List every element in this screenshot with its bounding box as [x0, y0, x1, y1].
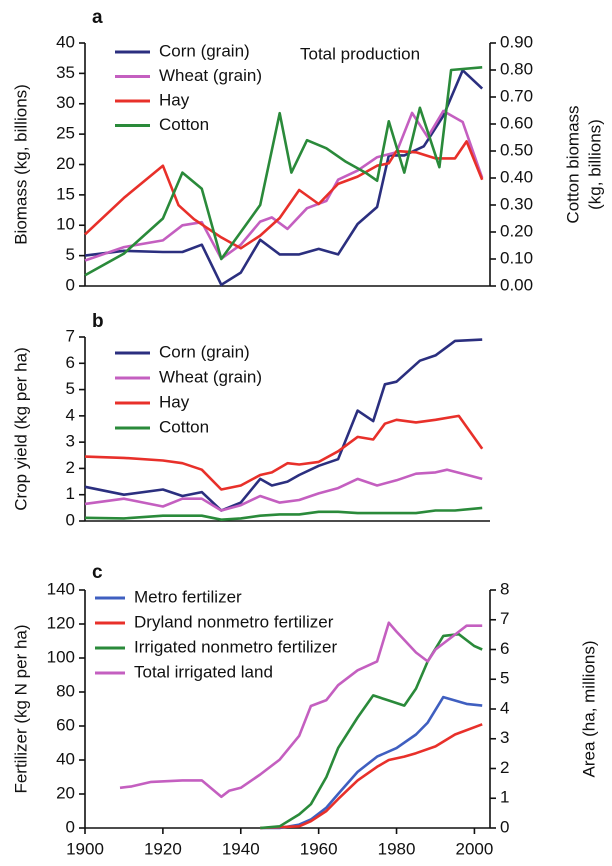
y-tick-label: 25 [56, 124, 75, 143]
panel-label: b [92, 311, 104, 332]
series-line [84, 414, 484, 491]
y2-tick-label: 0.20 [500, 221, 533, 240]
y-tick-label: 1 [66, 484, 75, 503]
y-tick-label: 35 [56, 63, 75, 82]
y-axis-label: Fertilizer (kg N per ha) [11, 624, 30, 793]
y2-tick-label: 0.90 [500, 32, 533, 51]
legend-label: Hay [159, 90, 190, 109]
y-tick-label: 3 [66, 432, 75, 451]
series-line [84, 338, 483, 512]
legend-label: Metro fertilizer [134, 587, 242, 606]
y2-tick-label: 0.50 [500, 140, 533, 159]
y2-tick-label: 0.60 [500, 113, 533, 132]
series-line [260, 632, 483, 830]
x-tick-label: 1900 [66, 839, 104, 858]
y-tick-label: 0 [66, 817, 75, 836]
series-line [84, 109, 484, 262]
y-axis-label: Crop yield (kg per ha) [11, 347, 30, 510]
series-line [84, 66, 483, 277]
y2-tick-label: 6 [500, 639, 509, 658]
y2-tick-label: 0 [500, 817, 509, 836]
y-tick-label: 0 [66, 510, 75, 529]
legend-label: Wheat (grain) [159, 66, 262, 85]
y-tick-label: 2 [66, 458, 75, 477]
y-tick-label: 140 [47, 579, 75, 598]
x-tick-label: 2000 [456, 839, 494, 858]
y2-axis-label: Area (ha, millions) [579, 641, 598, 778]
y2-tick-label: 7 [500, 609, 509, 628]
series-line [84, 506, 483, 521]
series-line [84, 140, 484, 250]
y-axis-label: Biomass (kg, billions) [11, 84, 30, 245]
y-tick-label: 0 [66, 275, 75, 294]
y-tick-label: 15 [56, 184, 75, 203]
legend-label: Total irrigated land [134, 662, 273, 681]
y-tick-label: 4 [66, 405, 75, 424]
y-tick-label: 40 [56, 749, 75, 768]
y2-tick-label: 8 [500, 579, 509, 598]
legend-label: Corn (grain) [159, 41, 250, 60]
series-line [84, 69, 484, 287]
y-tick-label: 60 [56, 715, 75, 734]
legend-label: Wheat (grain) [159, 367, 262, 386]
y2-tick-label: 5 [500, 669, 509, 688]
panel-label: a [92, 7, 103, 28]
y2-tick-label: 3 [500, 728, 509, 747]
legend-label: Dryland nonmetro fertilizer [134, 612, 334, 631]
y2-tick-label: 0.10 [500, 248, 533, 267]
series-line [260, 695, 483, 830]
y2-axis-label: Cotton biomass [563, 105, 582, 223]
panel-label: c [92, 562, 103, 583]
y-tick-label: 30 [56, 93, 75, 112]
y2-tick-label: 4 [500, 698, 509, 717]
x-tick-label: 1920 [144, 839, 182, 858]
legend-label: Cotton [159, 417, 209, 436]
x-tick-label: 1960 [300, 839, 338, 858]
y2-tick-label: 1 [500, 788, 509, 807]
y-tick-label: 20 [56, 154, 75, 173]
series-line [84, 468, 483, 512]
series-line [119, 621, 483, 799]
y-tick-label: 10 [56, 215, 75, 234]
y-tick-label: 5 [66, 379, 75, 398]
legend-label: Cotton [159, 115, 209, 134]
y-tick-label: 40 [56, 32, 75, 51]
y2-tick-label: 0.00 [500, 275, 533, 294]
series-line [260, 723, 483, 830]
y-tick-label: 5 [66, 245, 75, 264]
y-tick-label: 100 [47, 647, 75, 666]
y-tick-label: 120 [47, 613, 75, 632]
y-tick-label: 80 [56, 681, 75, 700]
annotation: Total production [300, 44, 420, 63]
y-tick-label: 7 [66, 326, 75, 345]
y2-tick-label: 0.40 [500, 167, 533, 186]
y2-tick-label: 2 [500, 758, 509, 777]
x-tick-label: 1940 [222, 839, 260, 858]
y2-tick-label: 0.80 [500, 59, 533, 78]
y2-tick-label: 0.30 [500, 194, 533, 213]
y2-tick-label: 0.70 [500, 86, 533, 105]
y-tick-label: 20 [56, 783, 75, 802]
legend-label: Irrigated nonmetro fertilizer [134, 637, 337, 656]
x-tick-label: 1980 [378, 839, 416, 858]
legend-label: Hay [159, 392, 190, 411]
y-tick-label: 6 [66, 353, 75, 372]
y2-axis-label: (kg, billions) [585, 119, 604, 210]
legend-label: Corn (grain) [159, 342, 250, 361]
